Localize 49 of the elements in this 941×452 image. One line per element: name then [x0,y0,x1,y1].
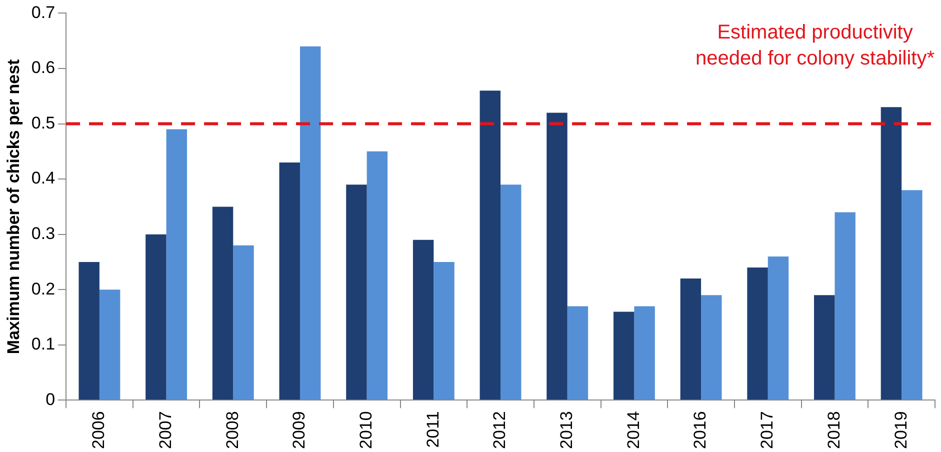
y-tick-label: 0.3 [31,224,56,244]
ref-line-label: Estimated productivity needed for colony stability* [695,22,935,70]
bar [212,206,234,400]
bar [78,262,100,400]
bar [412,240,434,400]
x-tick-label: 2007 [156,411,175,450]
bar [834,212,856,400]
bar [233,245,254,400]
bar [166,129,188,400]
bar [300,46,321,400]
bar [546,112,568,400]
x-tick-label: 2009 [290,411,309,450]
bar [747,268,768,400]
bar [701,295,722,400]
x-tick-label: 2013 [557,411,576,450]
bar [366,151,388,400]
bar [902,190,922,400]
x-tick-label: 2019 [891,411,910,450]
bar [434,262,454,400]
bar [613,312,634,400]
bar [680,278,702,400]
x-tick-label: 2010 [356,411,376,450]
bar [500,184,522,400]
bar [346,184,367,400]
bar [480,90,501,400]
bar [768,256,789,400]
y-tick-label: 0.5 [31,113,56,132]
x-tick-label: 2006 [89,411,108,450]
bar [880,107,902,400]
bar [99,290,120,400]
y-axis-title: Maximum number of chicks per nest [4,58,23,354]
y-tick-label: 0.4 [31,168,56,188]
y-tick-label: 0.6 [31,58,56,78]
bar [634,306,655,400]
bar [814,295,835,400]
y-tick-label: 0.2 [31,279,56,298]
x-tick-label: 2011 [423,411,442,448]
y-tick-label: 0.1 [31,334,56,354]
x-tick-label: 2012 [490,411,510,450]
y-tick-label: 0 [46,390,56,409]
x-tick-label: 2008 [222,411,242,450]
x-tick-label: 2018 [824,411,844,450]
x-tick-label: 2017 [758,411,777,450]
bar [567,306,588,400]
x-tick-label: 2016 [690,411,710,450]
y-tick-label: 0.7 [31,2,56,22]
bar [279,162,300,400]
bar [146,234,166,400]
x-tick-label: 2014 [624,411,643,450]
